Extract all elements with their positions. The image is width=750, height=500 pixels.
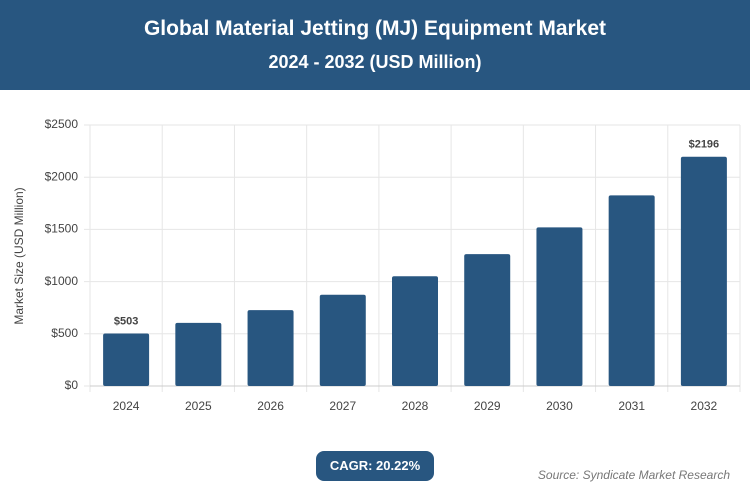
x-tick-label: 2027 (329, 399, 356, 413)
cagr-badge: CAGR: 20.22% (316, 451, 434, 481)
y-tick-label: $500 (51, 326, 78, 340)
bar (175, 322, 222, 386)
source: Source: Syndicate Market Research (537, 468, 730, 482)
bar (319, 294, 366, 386)
x-tick-label: 2026 (257, 399, 284, 413)
bar (247, 310, 294, 386)
bar (103, 333, 150, 386)
y-tick-label: $0 (65, 378, 79, 392)
x-tick-label: 2030 (546, 399, 573, 413)
title: Global Material Jetting (MJ) Equipment M… (143, 17, 607, 40)
x-tick-label: 2024 (113, 399, 140, 413)
y-tick-label: $1500 (45, 222, 79, 236)
bar (392, 276, 438, 386)
subtitle: 2024 - 2032 (USD Million) (268, 52, 482, 72)
x-tick-label: 2025 (185, 399, 212, 413)
header: Global Material Jetting (MJ) Equipment M… (0, 0, 750, 90)
x-tick-label: 2028 (402, 399, 429, 413)
value-label: $2196 (689, 139, 720, 151)
bar (536, 227, 583, 386)
y-axis-label: Market Size (USD Million) (12, 187, 26, 324)
bar (608, 195, 655, 386)
bar (464, 254, 511, 386)
y-tick-label: $2000 (45, 169, 79, 183)
x-tick-label: 2029 (474, 399, 501, 413)
value-label: $503 (114, 315, 138, 327)
x-tick-label: 2031 (618, 399, 645, 413)
y-tick-label: $1000 (45, 274, 79, 288)
y-tick-label: $2500 (45, 117, 79, 131)
bar (680, 156, 727, 386)
x-tick-label: 2032 (691, 399, 718, 413)
